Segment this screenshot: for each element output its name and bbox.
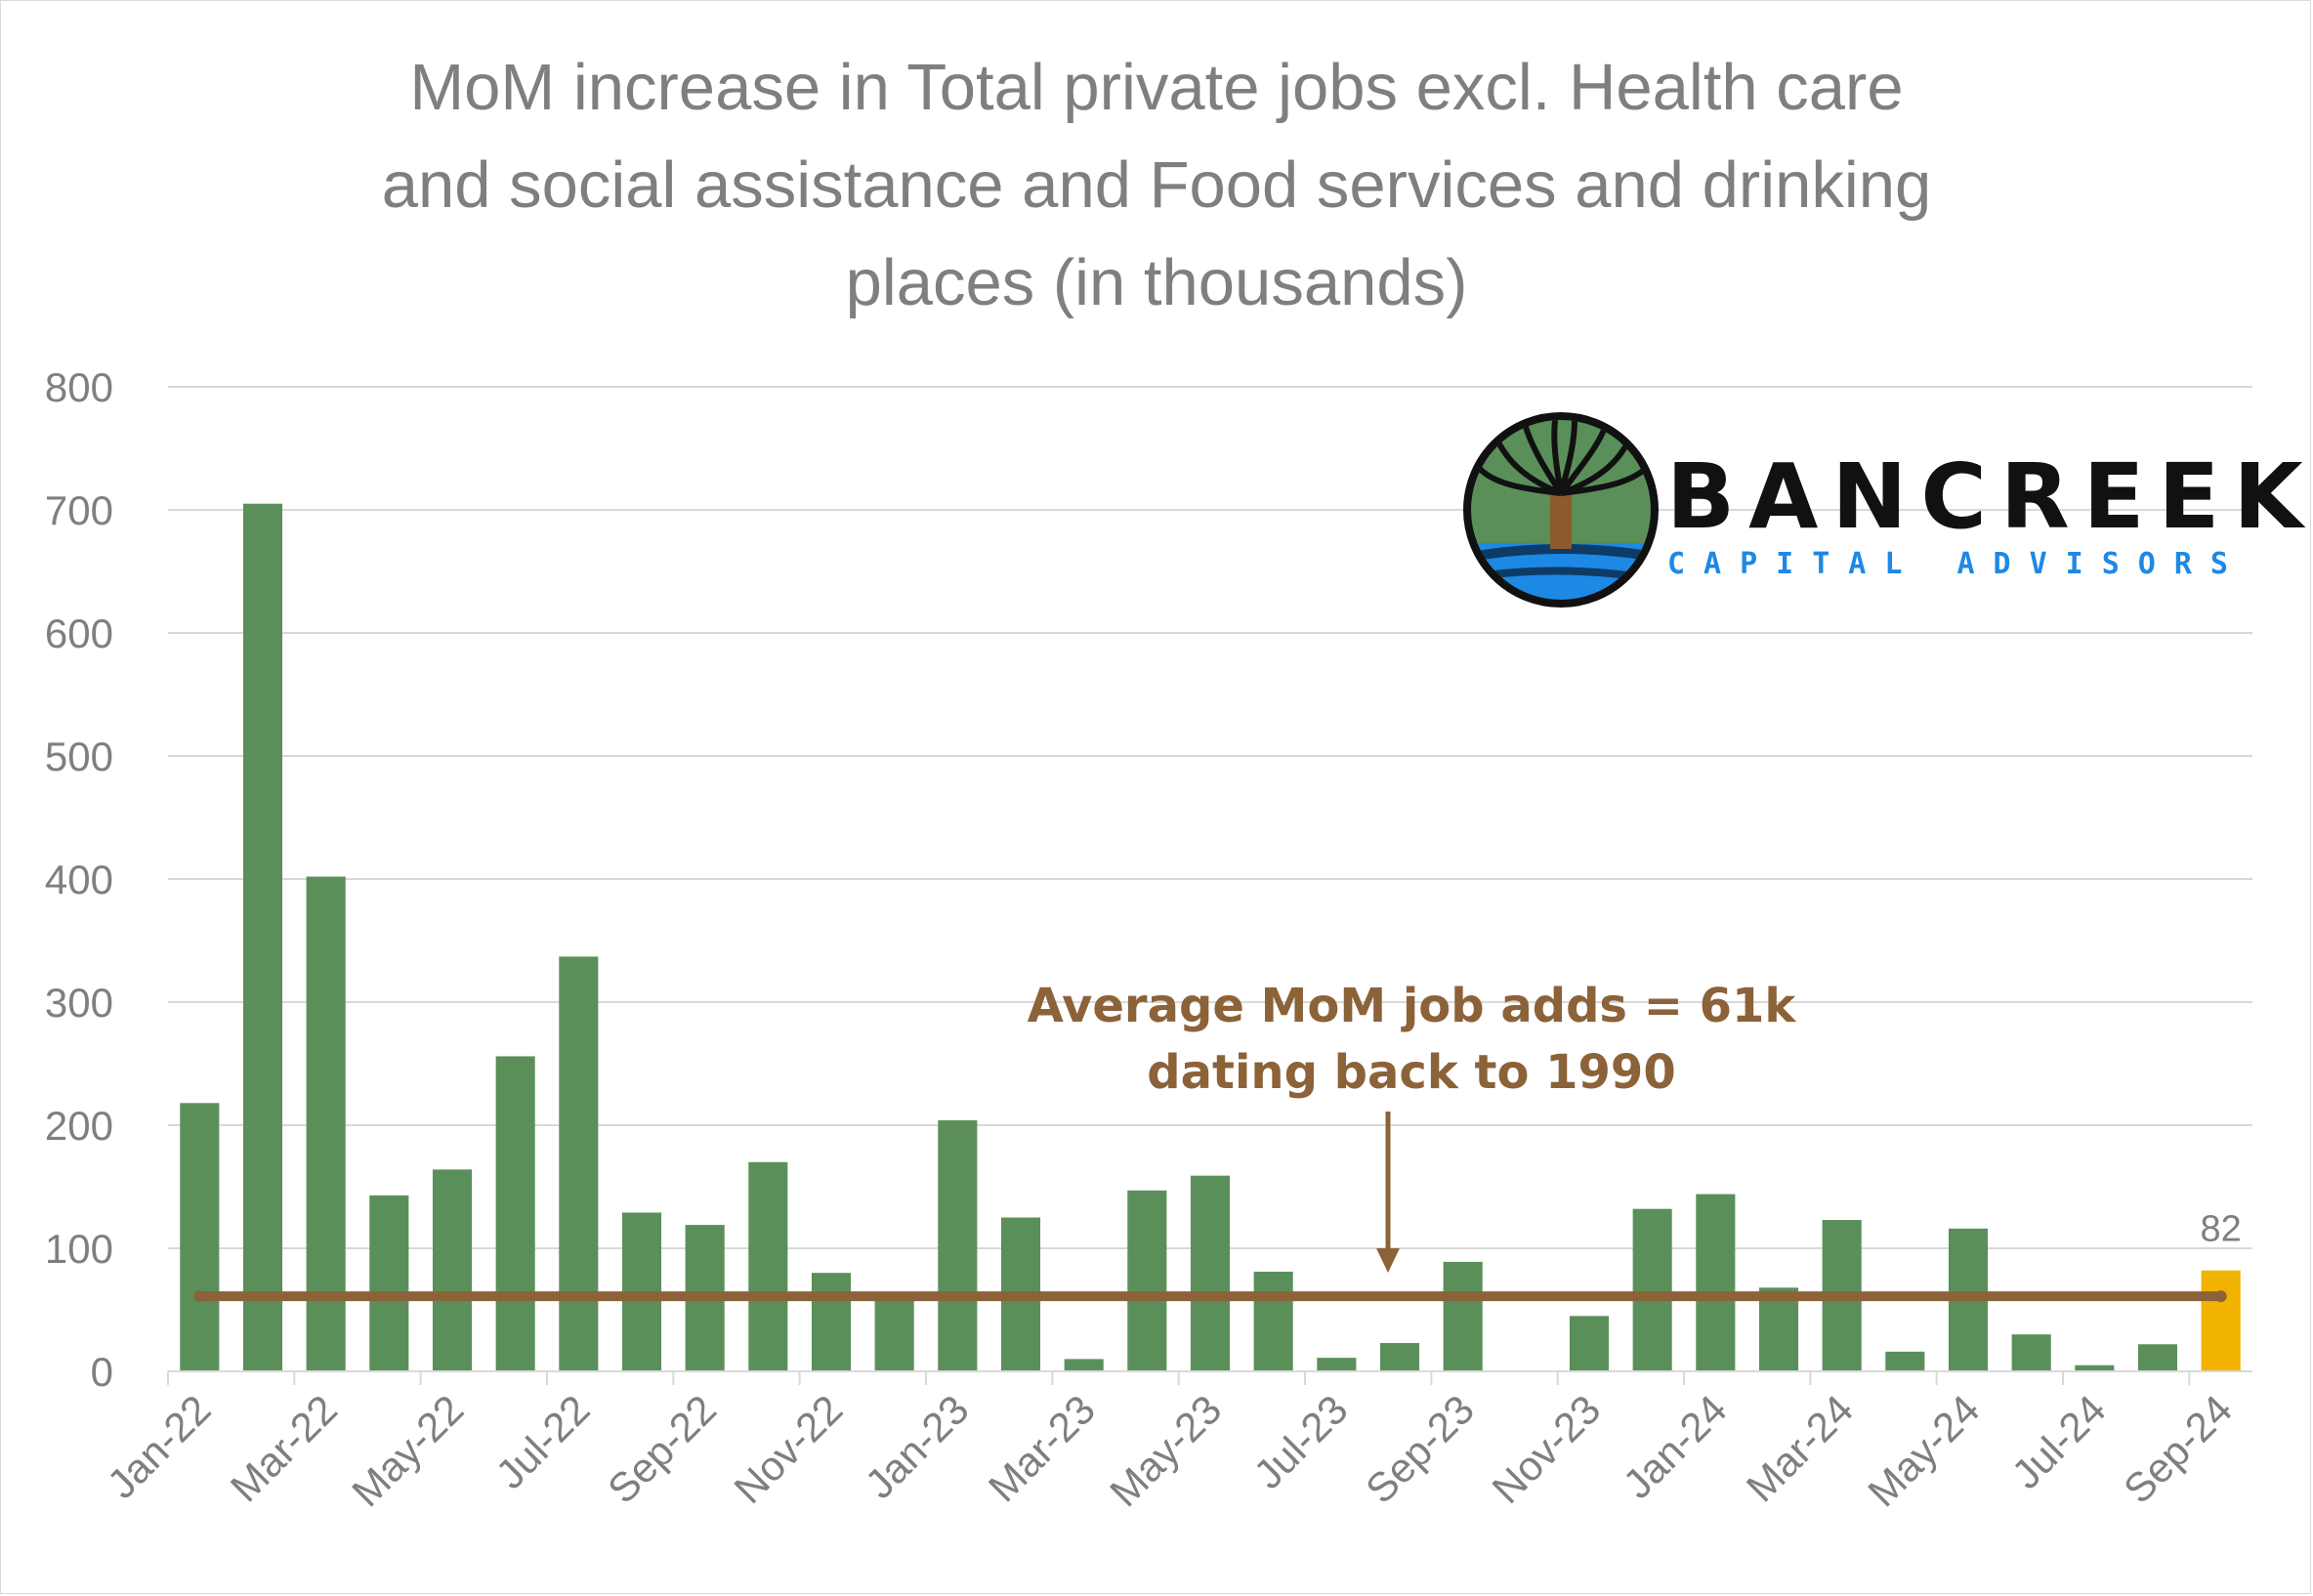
- y-tick-label: 800: [45, 364, 113, 410]
- x-tick-label: May-24: [1859, 1386, 1988, 1515]
- logo-subtitle: CAPITAL ADVISORS: [1667, 547, 2247, 581]
- bar-may-22: [432, 1169, 473, 1371]
- x-tick-label: Jul-23: [1245, 1386, 1357, 1497]
- x-tick-label: Sep-23: [1357, 1386, 1483, 1512]
- average-line-start-marker: [193, 1290, 206, 1303]
- bar-oct-22: [748, 1161, 788, 1371]
- bar-apr-23: [1127, 1190, 1167, 1371]
- bar-apr-22: [369, 1195, 409, 1371]
- bar-feb-22: [242, 503, 283, 1371]
- y-axis-ticks: 0 100 200 300 400 500 600 700 800: [45, 364, 113, 1395]
- average-line-group: [193, 1290, 2227, 1303]
- x-tick-label: Mar-24: [1738, 1386, 1862, 1510]
- chart-title: MoM increase in Total private jobs excl.…: [147, 39, 2166, 332]
- bar-jun-22: [495, 1056, 535, 1371]
- bar-jan-22: [180, 1103, 220, 1371]
- bar-mar-23: [1064, 1359, 1104, 1371]
- chart-title-line-2: and social assistance and Food services …: [381, 148, 1932, 222]
- y-tick-label: 0: [91, 1349, 113, 1395]
- bar-nov-23: [1569, 1316, 1610, 1371]
- chart-title-line-1: MoM increase in Total private jobs excl.…: [409, 51, 1904, 124]
- chart-title-line-3: places (in thousands): [845, 246, 1468, 319]
- y-tick-label: 700: [45, 487, 113, 533]
- y-tick-label: 100: [45, 1226, 113, 1272]
- annotation-arrow: [1376, 1112, 1400, 1273]
- bar-jul-22: [559, 956, 599, 1371]
- x-tick-label: Jan-22: [99, 1386, 220, 1507]
- bar-dec-23: [1632, 1208, 1672, 1371]
- bar-sep-24: [2201, 1270, 2241, 1371]
- bar-jan-23: [938, 1119, 978, 1371]
- y-tick-label: 400: [45, 857, 113, 903]
- y-tick-label: 600: [45, 610, 113, 656]
- bar-sep-23: [1443, 1261, 1483, 1371]
- annotation-line-2: dating back to 1990: [1147, 1045, 1675, 1100]
- y-tick-label: 200: [45, 1103, 113, 1149]
- bar-mar-22: [306, 876, 346, 1371]
- x-tick-label: Nov-22: [725, 1386, 851, 1512]
- bar-dec-22: [874, 1296, 914, 1371]
- x-tick-label: Sep-22: [599, 1386, 725, 1512]
- x-tick-label: Sep-24: [2115, 1386, 2241, 1512]
- average-line-end-marker: [2214, 1290, 2227, 1303]
- tree-logo-icon: [1463, 412, 1659, 608]
- annotation-line-1: Average MoM job adds = 61k: [1028, 979, 1797, 1033]
- bar-aug-23: [1379, 1343, 1420, 1371]
- bar-jun-23: [1253, 1271, 1293, 1371]
- bancreek-logo: BANCREEK CAPITAL ADVISORS: [1463, 412, 2313, 608]
- logo-name: BANCREEK: [1666, 444, 2313, 549]
- x-tick-label: Jul-22: [487, 1386, 599, 1497]
- data-label: 82: [2201, 1209, 2242, 1250]
- bar-apr-24: [1885, 1351, 1925, 1371]
- bar-jun-24: [2011, 1334, 2051, 1371]
- x-tick-label: Mar-22: [222, 1386, 346, 1510]
- bars: [180, 503, 2241, 1371]
- bar-feb-24: [1758, 1287, 1799, 1371]
- bar-jul-24: [2075, 1365, 2115, 1371]
- x-tick-label: Jul-24: [2003, 1386, 2115, 1497]
- x-tick-label: May-23: [1101, 1386, 1230, 1515]
- y-tick-label: 300: [45, 980, 113, 1026]
- bar-aug-24: [2137, 1344, 2178, 1371]
- bar-jul-23: [1317, 1358, 1357, 1371]
- x-tick-label: Nov-23: [1483, 1386, 1609, 1512]
- y-tick-label: 500: [45, 734, 113, 779]
- x-tick-label: Mar-23: [980, 1386, 1104, 1510]
- bar-nov-22: [811, 1273, 852, 1371]
- x-tick-label: Jan-23: [857, 1386, 978, 1507]
- x-tick-label: Jan-24: [1615, 1386, 1736, 1507]
- x-tick-label: May-22: [343, 1386, 472, 1515]
- bar-may-23: [1190, 1175, 1231, 1371]
- bar-jan-24: [1696, 1194, 1736, 1371]
- data-labels: 82: [2201, 1209, 2242, 1250]
